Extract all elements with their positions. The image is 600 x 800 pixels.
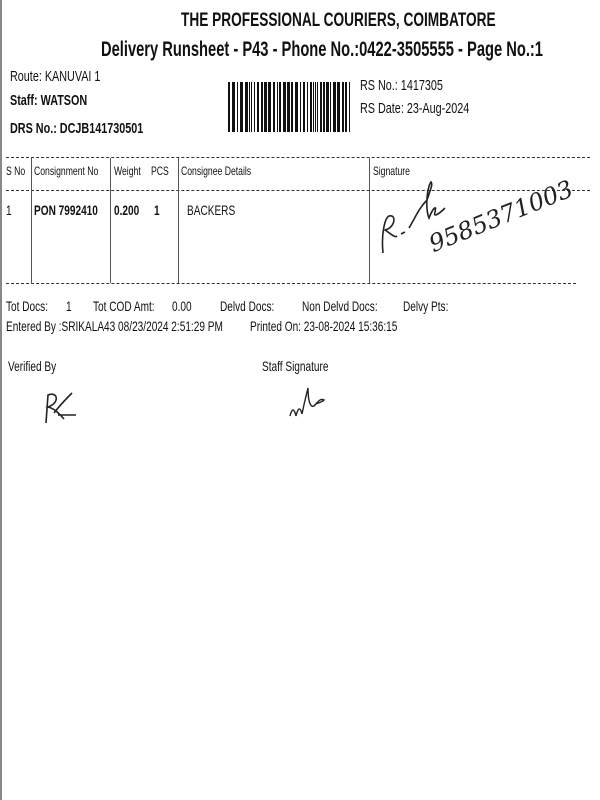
runsheet-subtitle: Delivery Runsheet - P43 - Phone No.:0422… [101, 38, 543, 61]
printed-on: Printed On: 23-08-2024 15:36:15 [250, 318, 398, 334]
barcode-bar [232, 82, 235, 132]
staff: Staff: WATSON [10, 92, 88, 109]
staff-signature-label: Staff Signature [262, 358, 329, 374]
barcode-bar [342, 82, 344, 132]
cell-sno: 1 [6, 202, 12, 218]
barcode-bar [310, 82, 312, 132]
barcode-bar [257, 82, 259, 132]
barcode-bar [333, 82, 336, 132]
header-consignee: Consignee Details [181, 164, 252, 178]
barcode-bar [295, 82, 298, 132]
rs-date: RS Date: 23-Aug-2024 [360, 100, 470, 117]
header-consignment: Consignment No [34, 164, 99, 178]
delvd-docs-label: Delvd Docs: [220, 298, 275, 314]
barcode [228, 82, 350, 132]
header-signature: Signature [373, 164, 410, 178]
barcode-bar [228, 82, 230, 132]
route: Route: KANUVAI 1 [10, 68, 101, 85]
barcode-bar [237, 82, 238, 132]
barcode-bar [320, 82, 322, 132]
barcode-bar [279, 82, 281, 132]
barcode-bar [251, 82, 252, 132]
barcode-bar [249, 82, 250, 132]
tot-cod: 0.00 [172, 298, 192, 314]
barcode-bar [264, 82, 267, 132]
column-divider [369, 158, 370, 283]
barcode-bar [307, 82, 308, 132]
column-divider [110, 158, 111, 283]
verified-by-label: Verified By [8, 358, 57, 374]
delvy-pts-label: Delvy Pts: [403, 298, 449, 314]
divider [6, 283, 576, 284]
barcode-bar [317, 82, 318, 132]
barcode-bar [268, 82, 271, 132]
barcode-bar [283, 82, 286, 132]
barcode-bar [261, 82, 263, 132]
cell-consignment: PON 7992410 [34, 202, 98, 218]
barcode-bar [315, 82, 316, 132]
drs-number: DRS No.: DCJB141730501 [10, 120, 144, 137]
column-divider [178, 158, 179, 283]
barcode-bar [323, 82, 325, 132]
company-title: THE PROFESSIONAL COURIERS, COIMBATORE [181, 10, 496, 31]
header-weight: Weight [114, 164, 141, 178]
barcode-bar [313, 82, 314, 132]
barcode-bar [326, 82, 329, 132]
verifier-signature-icon [45, 392, 76, 424]
cell-weight: 0.200 [114, 202, 140, 218]
cell-consignee: BACKERS [187, 202, 236, 218]
header-pcs: PCS [151, 164, 169, 178]
barcode-bar [273, 82, 275, 132]
barcode-bar [337, 82, 340, 132]
barcode-bar [330, 82, 331, 132]
scan-edge [0, 0, 2, 800]
barcode-bar [277, 82, 278, 132]
header-sno: S No [6, 164, 26, 178]
barcode-bar [291, 82, 293, 132]
tot-docs-label: Tot Docs: [6, 298, 49, 314]
tot-docs: 1 [66, 298, 72, 314]
column-divider [31, 158, 32, 283]
barcode-bar [345, 82, 347, 132]
rs-number: RS No.: 1417305 [360, 77, 443, 94]
non-delvd-docs-label: Non Delvd Docs: [302, 298, 378, 314]
barcode-bar [349, 82, 350, 132]
barcode-bar [240, 82, 243, 132]
barcode-bar [245, 82, 248, 132]
entered-by: Entered By :SRIKALA43 08/23/2024 2:51:29… [6, 318, 223, 334]
divider [6, 190, 590, 191]
tot-cod-label: Tot COD Amt: [93, 298, 155, 314]
barcode-bar [287, 82, 290, 132]
barcode-bar [300, 82, 301, 132]
barcode-bar [303, 82, 305, 132]
barcode-bar [254, 82, 255, 132]
cell-pcs: 1 [154, 202, 160, 218]
staff-signature-icon [289, 387, 326, 417]
divider [6, 157, 590, 158]
receiver-signature-icon [381, 180, 446, 254]
